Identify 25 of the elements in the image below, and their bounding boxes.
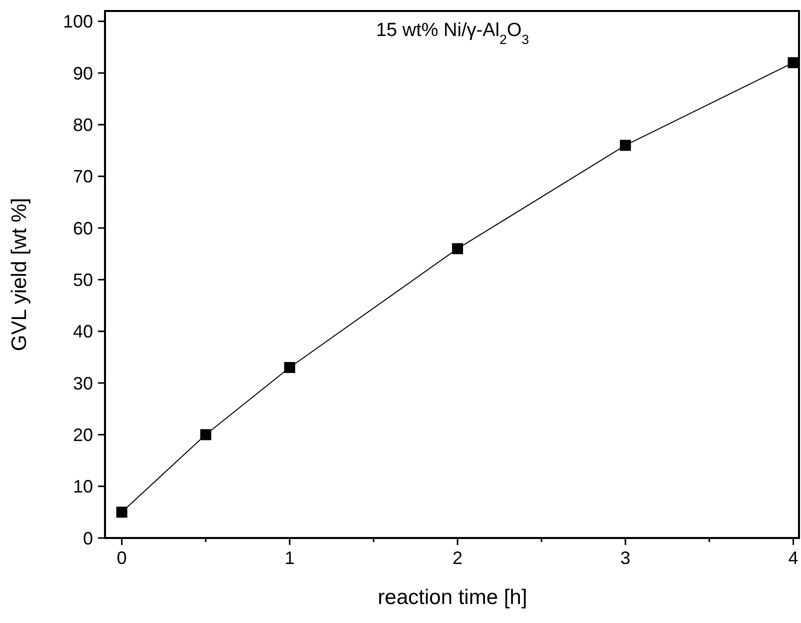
point xyxy=(620,140,631,151)
y-tick-label: 40 xyxy=(72,322,93,342)
y-tick-label: 30 xyxy=(72,373,93,394)
point xyxy=(116,506,128,518)
text: 15 wt% Ni/γ-Al$_{2}$O$_{3}$ xyxy=(376,20,530,46)
x-axis-title: reaction time [h] xyxy=(378,586,528,609)
y-tick-label: 70 xyxy=(72,166,93,187)
y-axis-title: GVL yield [wt %] xyxy=(8,198,31,352)
y-tick-label: 100 xyxy=(62,12,93,32)
point xyxy=(284,362,296,373)
y-tick-label: 0 xyxy=(82,528,93,548)
point xyxy=(200,429,212,440)
x-tick-label: 4 xyxy=(788,548,798,568)
x-tick-label: 0 xyxy=(116,548,127,568)
y-tick-label: 90 xyxy=(72,63,93,84)
y-tick-label: 10 xyxy=(72,476,93,497)
y-tick-label: 20 xyxy=(72,424,93,445)
x-tick-label: 1 xyxy=(284,548,295,568)
y-tick-label: 60 xyxy=(72,218,93,238)
x-tick-label: 2 xyxy=(452,548,463,568)
y-tick-label: 50 xyxy=(72,270,93,290)
y-tick-label: 80 xyxy=(72,114,93,135)
point xyxy=(788,57,799,68)
point xyxy=(452,243,464,254)
x-tick-label: 3 xyxy=(620,548,630,568)
